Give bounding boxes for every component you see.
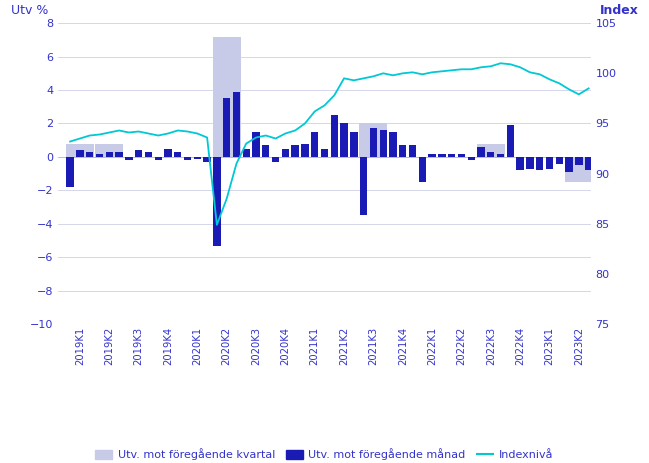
Bar (389, 132, 397, 157)
Bar (193, 157, 201, 158)
Bar (213, 37, 241, 157)
Bar (174, 152, 182, 157)
Bar (86, 152, 93, 157)
Bar (66, 144, 94, 157)
Bar (233, 92, 240, 157)
Bar (448, 154, 456, 157)
Bar (340, 124, 348, 157)
Bar (380, 130, 387, 157)
Bar (262, 145, 269, 157)
Bar (282, 149, 289, 157)
Bar (526, 157, 533, 169)
Bar (214, 157, 221, 245)
Bar (252, 132, 260, 157)
Bar (399, 145, 406, 157)
Text: Utv %: Utv % (10, 4, 48, 17)
Bar (565, 157, 593, 182)
Bar (77, 150, 84, 157)
Bar (164, 149, 171, 157)
Legend: Utv. mot föregående kvartal, Utv. mot föregående månad, Indexnivå: Utv. mot föregående kvartal, Utv. mot fö… (91, 444, 558, 463)
Bar (154, 157, 162, 160)
Bar (546, 157, 553, 169)
Bar (203, 157, 211, 162)
Bar (330, 115, 338, 157)
Bar (272, 157, 279, 162)
Bar (477, 144, 505, 157)
Bar (106, 152, 113, 157)
Bar (467, 157, 475, 160)
Bar (311, 132, 319, 157)
Bar (321, 149, 328, 157)
Bar (360, 124, 387, 157)
Bar (585, 157, 593, 170)
Bar (575, 157, 583, 165)
Bar (184, 157, 191, 160)
Bar (497, 154, 504, 157)
Bar (507, 125, 514, 157)
Bar (370, 128, 377, 157)
Bar (125, 157, 132, 160)
Bar (536, 157, 543, 170)
Text: Index: Index (600, 4, 639, 17)
Bar (556, 157, 563, 163)
Bar (95, 144, 123, 157)
Bar (243, 149, 250, 157)
Bar (301, 144, 309, 157)
Bar (96, 154, 103, 157)
Bar (291, 145, 299, 157)
Bar (66, 157, 74, 187)
Bar (438, 154, 446, 157)
Bar (487, 152, 495, 157)
Bar (565, 157, 572, 172)
Bar (116, 152, 123, 157)
Bar (360, 157, 367, 215)
Bar (419, 157, 426, 182)
Bar (135, 150, 142, 157)
Bar (223, 99, 230, 157)
Bar (517, 157, 524, 170)
Bar (350, 132, 358, 157)
Bar (458, 154, 465, 157)
Bar (409, 145, 416, 157)
Bar (428, 154, 435, 157)
Bar (478, 147, 485, 157)
Bar (145, 152, 152, 157)
